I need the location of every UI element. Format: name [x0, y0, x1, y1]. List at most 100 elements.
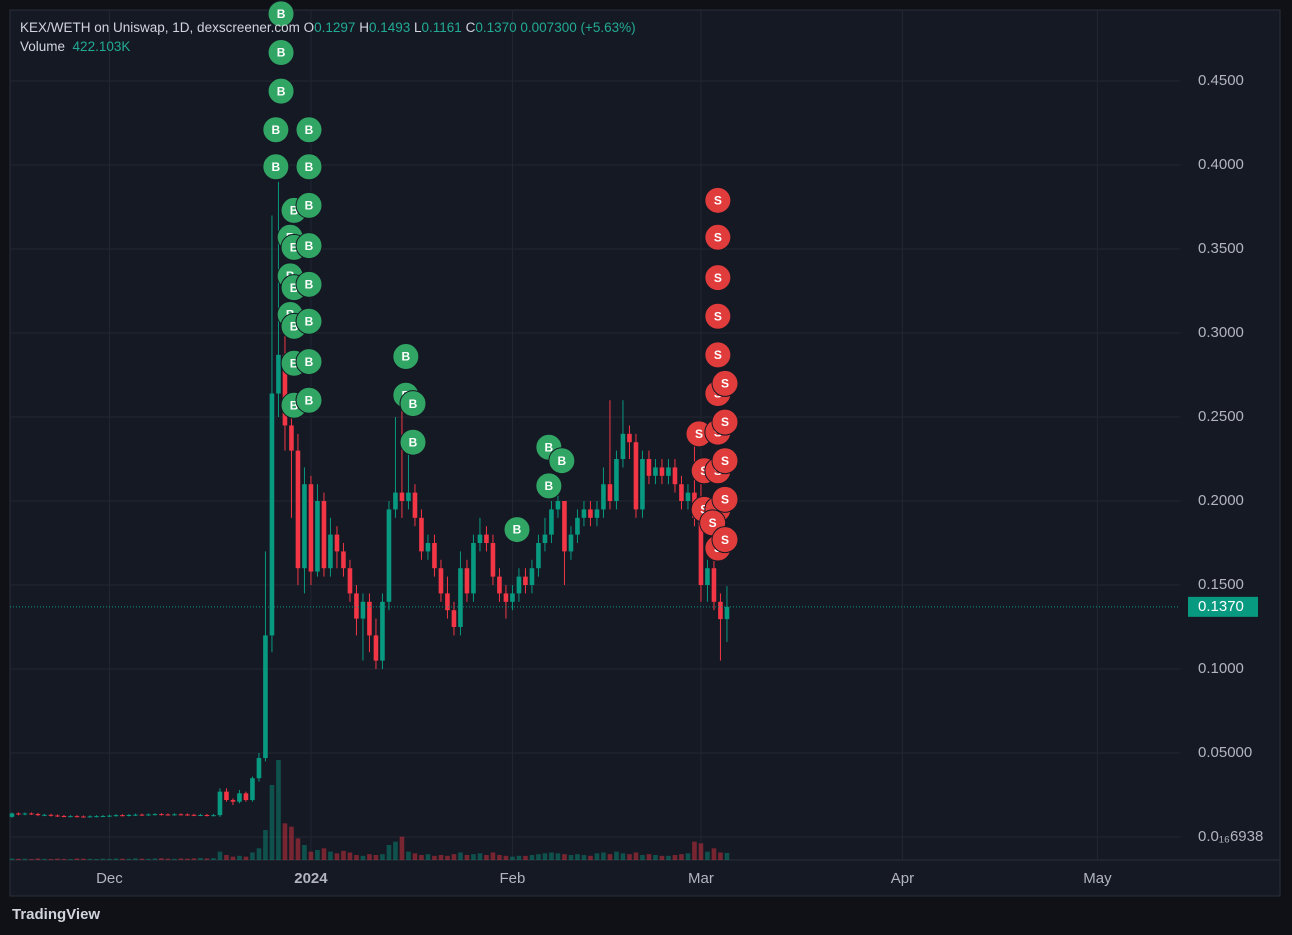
volume-bar: [692, 841, 697, 860]
candle-body: [724, 606, 730, 620]
volume-bar: [640, 855, 645, 860]
candle-body: [672, 467, 678, 485]
volume-bar: [211, 858, 216, 860]
marker-label: B: [290, 241, 299, 255]
volume-bar: [627, 854, 632, 860]
marker-label: S: [714, 348, 722, 362]
marker-label: B: [290, 319, 299, 333]
volume-bar: [484, 855, 489, 860]
candle-body: [100, 815, 106, 817]
marker-dot: [267, 77, 295, 105]
marker-dot: [399, 428, 427, 456]
trade-marker: B: [535, 472, 563, 500]
candle-body: [393, 492, 398, 510]
trade-marker: S: [704, 223, 732, 251]
candle-body: [334, 534, 340, 552]
candle-body: [178, 814, 184, 816]
candle-body: [185, 814, 190, 816]
volume-bar: [373, 855, 379, 860]
trade-marker: B: [295, 307, 323, 335]
volume-bar: [347, 852, 353, 860]
marker-label: B: [409, 435, 418, 449]
volume-bar: [276, 760, 281, 860]
trade-marker: B: [267, 39, 295, 66]
candle-body: [438, 568, 444, 594]
marker-label: B: [558, 454, 567, 468]
candle-body: [302, 484, 307, 569]
volume-bar: [581, 855, 587, 860]
candle-body: [42, 814, 47, 816]
trade-marker: S: [711, 369, 739, 397]
candle-body: [282, 354, 288, 426]
candle-body: [230, 800, 236, 802]
candle-body: [510, 593, 515, 602]
candle-body: [133, 814, 138, 816]
candle-body: [399, 492, 405, 502]
volume-bar: [588, 855, 593, 860]
candle-body: [87, 816, 93, 818]
candle-body: [250, 778, 255, 801]
candle-body: [107, 815, 112, 817]
candle-body: [464, 568, 470, 594]
volume-bar: [35, 858, 41, 860]
candle-body: [419, 517, 424, 552]
candle-body: [269, 393, 275, 636]
volume-bar: [126, 858, 132, 860]
h-label: H: [359, 20, 369, 35]
candle-body: [412, 492, 418, 518]
marker-dot: [295, 153, 323, 181]
marker-label: B: [305, 355, 314, 369]
candle-body: [568, 534, 574, 552]
candle-body: [68, 816, 73, 818]
marker-dot: [262, 153, 290, 181]
candle-body: [276, 354, 281, 394]
volume-bar: [74, 858, 80, 860]
volume-bar: [562, 854, 567, 860]
volume-bar: [490, 852, 496, 860]
marker-label: B: [305, 314, 314, 328]
y-tick-label: 0.0₁₆6938: [1198, 828, 1263, 845]
marker-label: B: [277, 7, 286, 21]
marker-label: S: [709, 516, 717, 530]
candle-body: [61, 815, 67, 817]
brand-text[interactable]: TradingView: [12, 906, 101, 923]
candle-body: [516, 576, 522, 594]
volume-bar: [159, 858, 164, 860]
trade-marker: S: [711, 447, 739, 475]
trade-marker: B: [295, 232, 323, 260]
volume-bar: [633, 852, 639, 860]
trade-marker: S: [711, 408, 739, 436]
volume-bar: [471, 854, 476, 860]
volume-bar: [29, 859, 34, 860]
marker-label: B: [277, 46, 286, 60]
candle-body: [172, 814, 177, 816]
o-label: O: [303, 20, 315, 35]
candle-body: [477, 534, 483, 544]
volume-bar: [523, 855, 528, 860]
y-tick-label: 0.1500: [1198, 576, 1244, 593]
candle-body: [146, 814, 151, 816]
volume-bar: [87, 858, 93, 860]
candle-body: [471, 543, 476, 594]
marker-label: S: [695, 427, 703, 441]
volume-bar: [55, 858, 60, 860]
candle-body: [159, 814, 164, 816]
marker-label: B: [290, 356, 299, 370]
trade-marker: B: [295, 116, 323, 144]
volume-bar: [308, 851, 314, 860]
volume-bar: [711, 848, 717, 860]
marker-label: B: [290, 398, 299, 412]
volume-bar: [68, 859, 73, 860]
brand-logo[interactable]: TradingView: [12, 906, 100, 923]
trade-marker: B: [295, 386, 323, 414]
volume-bar: [334, 853, 340, 860]
marker-label: B: [305, 277, 314, 291]
volume-bar: [386, 845, 392, 860]
candle-body: [367, 601, 372, 636]
marker-label: B: [545, 440, 554, 454]
volume-bar: [425, 854, 431, 860]
y-tick-label: 0.4500: [1198, 72, 1244, 89]
marker-label: S: [700, 464, 708, 478]
trade-marker: B: [262, 153, 290, 181]
volume-bar: [16, 858, 21, 860]
